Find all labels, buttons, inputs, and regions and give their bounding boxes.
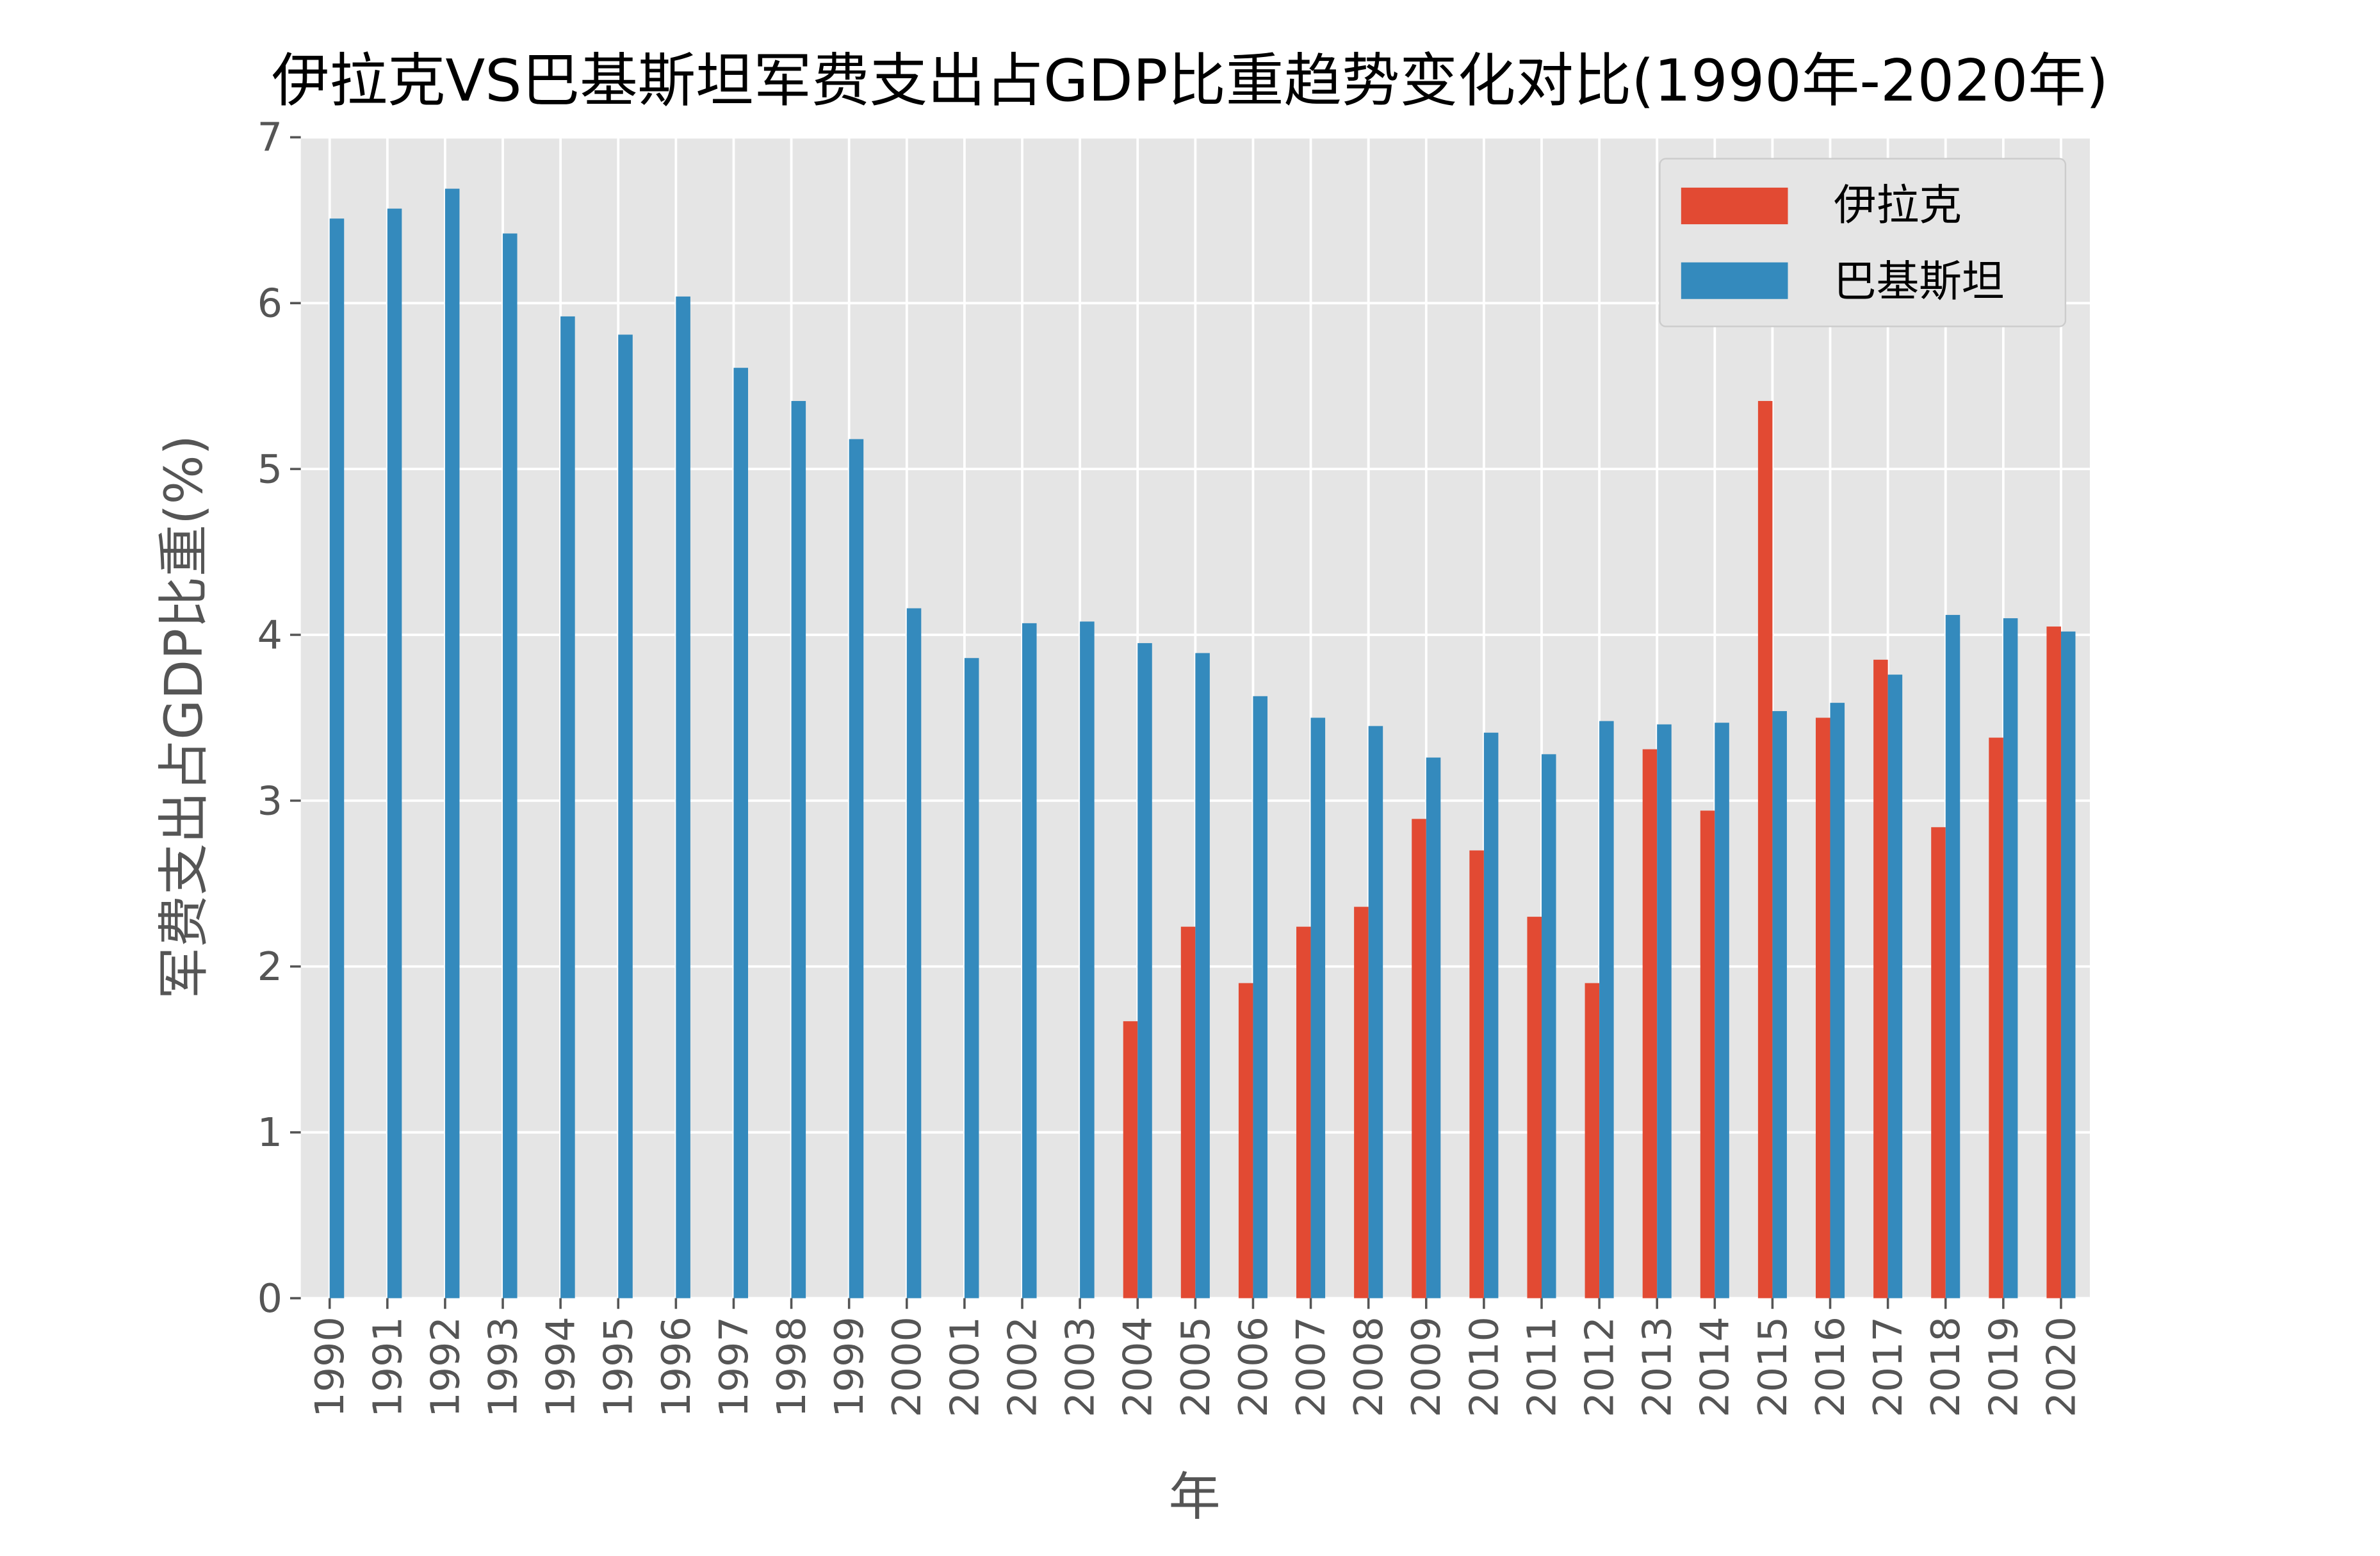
chart-title: 伊拉克VS巴基斯坦军费支出占GDP比重趋势变化对比(1990年-2020年) — [272, 47, 2108, 115]
bar-pakistan-2016 — [1830, 703, 1845, 1298]
bar-iraq-2012 — [1585, 983, 1600, 1298]
y-tick-label: 7 — [257, 115, 282, 161]
x-tick-label: 2013 — [1634, 1316, 1681, 1418]
bar-pakistan-2007 — [1310, 717, 1326, 1298]
x-tick-label: 2011 — [1519, 1316, 1565, 1418]
x-tick-label: 2009 — [1403, 1316, 1449, 1418]
y-tick-label: 1 — [257, 1110, 282, 1156]
x-tick-label: 2019 — [1980, 1316, 2026, 1418]
bar-iraq-2016 — [1815, 717, 1830, 1298]
x-tick-label: 2020 — [2038, 1316, 2084, 1418]
legend: 伊拉克 巴基斯坦 — [1659, 158, 2067, 327]
bar-pakistan-1995 — [618, 334, 633, 1298]
bar-pakistan-2010 — [1483, 732, 1499, 1298]
x-tick-label: 2015 — [1750, 1316, 1796, 1418]
bar-pakistan-2020 — [2060, 631, 2076, 1298]
x-tick-label: 2018 — [1923, 1316, 1969, 1418]
bar-pakistan-1993 — [503, 233, 518, 1298]
x-tick-label: 2007 — [1288, 1316, 1334, 1418]
bar-iraq-2007 — [1296, 926, 1311, 1298]
y-tick-label: 4 — [257, 612, 282, 658]
x-tick-label: 2012 — [1577, 1316, 1623, 1418]
x-tick-label: 1997 — [711, 1316, 757, 1418]
bar-iraq-2008 — [1354, 906, 1369, 1298]
bar-iraq-2005 — [1180, 926, 1196, 1298]
bar-iraq-2009 — [1412, 819, 1426, 1298]
x-tick-label: 2005 — [1173, 1316, 1219, 1418]
legend-swatch-pakistan — [1681, 262, 1788, 299]
x-tick-label: 2004 — [1115, 1316, 1161, 1418]
x-tick-label: 2014 — [1692, 1316, 1738, 1418]
bar-pakistan-2013 — [1657, 724, 1672, 1298]
bar-pakistan-1997 — [733, 368, 748, 1298]
x-tick-label: 1995 — [596, 1316, 642, 1418]
x-tick-label: 1996 — [653, 1316, 699, 1418]
x-axis-label: 年 — [1169, 1468, 1221, 1528]
x-tick-label: 2000 — [884, 1316, 930, 1418]
bar-pakistan-1996 — [676, 296, 690, 1298]
bar-pakistan-2009 — [1426, 757, 1441, 1298]
y-axis-label: 军费支出占GDP比重(%) — [154, 435, 215, 999]
x-tick-label: 2001 — [941, 1316, 988, 1418]
bar-pakistan-2000 — [906, 608, 922, 1298]
bar-pakistan-2002 — [1022, 623, 1037, 1298]
x-tick-label: 1990 — [307, 1316, 353, 1418]
x-tick-label: 2010 — [1461, 1316, 1507, 1418]
bar-iraq-2018 — [1931, 827, 1946, 1298]
bar-pakistan-2012 — [1599, 721, 1614, 1298]
y-tick-label: 6 — [257, 281, 282, 327]
bar-iraq-2006 — [1238, 983, 1253, 1298]
y-tick-label: 3 — [257, 778, 282, 824]
x-tick-label: 1992 — [422, 1316, 468, 1418]
bar-iraq-2019 — [1989, 737, 2003, 1298]
bar-pakistan-1990 — [329, 218, 345, 1298]
x-tick-label: 1991 — [364, 1316, 411, 1418]
x-tick-label: 2003 — [1057, 1316, 1104, 1418]
bar-pakistan-1991 — [387, 208, 402, 1298]
x-tick-label: 2016 — [1807, 1316, 1854, 1418]
x-tick-label: 1994 — [538, 1316, 584, 1418]
legend-label-iraq: 伊拉克 — [1834, 180, 1962, 230]
bar-pakistan-2018 — [1945, 614, 1960, 1298]
legend-swatch-iraq — [1681, 187, 1788, 225]
bar-pakistan-2014 — [1715, 723, 1729, 1298]
x-tick-label: 1999 — [826, 1316, 872, 1418]
y-tick-label: 0 — [257, 1275, 282, 1322]
bar-iraq-2015 — [1757, 400, 1773, 1298]
bar-pakistan-2005 — [1195, 653, 1210, 1298]
x-tick-label: 1993 — [480, 1316, 526, 1418]
bar-pakistan-1998 — [791, 400, 806, 1298]
x-tick-label: 2017 — [1865, 1316, 1911, 1418]
x-tick-label: 2006 — [1230, 1316, 1276, 1418]
y-tick-label: 5 — [257, 446, 282, 493]
bar-iraq-2011 — [1527, 917, 1542, 1298]
x-tick-label: 2002 — [999, 1316, 1045, 1418]
bar-pakistan-2019 — [2003, 618, 2018, 1298]
bar-pakistan-2008 — [1368, 726, 1383, 1298]
bar-pakistan-2011 — [1541, 754, 1556, 1298]
bar-iraq-2010 — [1469, 850, 1484, 1298]
x-tick-label: 1998 — [769, 1316, 815, 1418]
bar-iraq-2017 — [1873, 659, 1888, 1298]
bar-pakistan-2003 — [1080, 621, 1095, 1298]
bar-pakistan-1999 — [849, 439, 864, 1298]
bar-pakistan-2017 — [1887, 675, 1903, 1298]
bar-iraq-2013 — [1642, 749, 1658, 1298]
bar-pakistan-2001 — [964, 658, 979, 1298]
bar-pakistan-2006 — [1253, 696, 1267, 1298]
legend-label-pakistan: 巴基斯坦 — [1834, 256, 2005, 306]
bar-iraq-2004 — [1123, 1021, 1138, 1298]
bar-iraq-2020 — [2046, 626, 2061, 1298]
bar-pakistan-2004 — [1137, 643, 1152, 1298]
x-tick-label: 2008 — [1346, 1316, 1392, 1418]
y-tick-label: 2 — [257, 944, 282, 990]
bar-iraq-2014 — [1700, 810, 1715, 1298]
bar-pakistan-2015 — [1772, 711, 1787, 1298]
bar-pakistan-1994 — [560, 316, 575, 1298]
bar-pakistan-1992 — [444, 188, 460, 1298]
